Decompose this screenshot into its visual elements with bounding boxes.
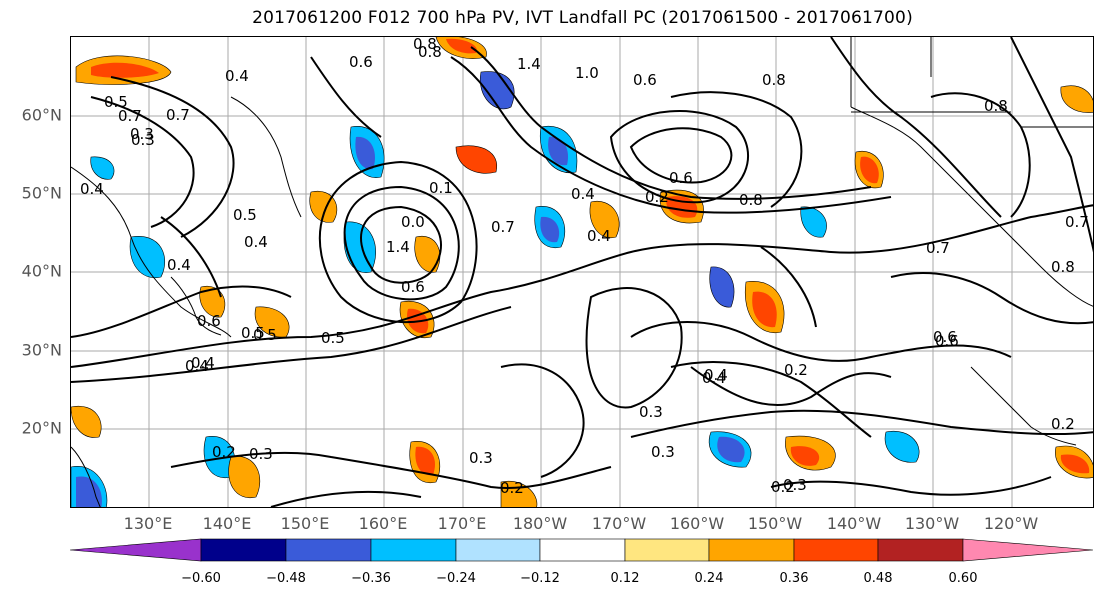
lon-label-160e: 160°E bbox=[358, 514, 408, 533]
map-panel: 0.8 0.6 1.4 1.0 0.8 0.6 0.8 0.7 0.4 0.5 0.7 0.3 0.4 0… bbox=[70, 36, 1094, 508]
colorbar-segment bbox=[370, 538, 457, 562]
contour-label: 0.2 bbox=[771, 478, 795, 496]
colorbar-tick: 0.24 bbox=[694, 571, 724, 586]
contour-label: 0.2 bbox=[784, 361, 808, 379]
contour-label: 0.4 bbox=[225, 67, 249, 85]
contour-label: 1.4 bbox=[517, 55, 541, 73]
colorbar-tick: −0.60 bbox=[181, 571, 221, 586]
contour-label: 0.6 bbox=[633, 71, 657, 89]
colorbar-segment bbox=[624, 538, 710, 562]
contour-label: 0.4 bbox=[702, 369, 726, 387]
contour-labels: 0.80.6 1.4 1.00.80.6 0.80.70.40.50.70.30.40… bbox=[80, 37, 1089, 497]
contour-label: 1.4 bbox=[386, 238, 410, 256]
contour-label: 0.6 bbox=[669, 169, 693, 187]
contour-label: 0.7 bbox=[926, 239, 950, 257]
map-title: 2017061200 F012 700 hPa PV, IVT Landfall… bbox=[252, 8, 913, 28]
contour-label: 0.1 bbox=[429, 179, 453, 197]
contour-label: 0.8 bbox=[418, 43, 442, 61]
lon-label-150w: 150°W bbox=[747, 514, 803, 533]
colorbar-tick: −0.24 bbox=[436, 571, 476, 586]
pv-contours bbox=[71, 37, 1093, 507]
contour-label: 0.4 bbox=[571, 185, 595, 203]
contour-label: 0.7 bbox=[118, 107, 142, 125]
contour-label: 0.8 bbox=[762, 71, 786, 89]
coastlines bbox=[71, 37, 1093, 507]
colorbar-tick: −0.12 bbox=[520, 571, 560, 586]
lon-label-170e: 170°E bbox=[437, 514, 487, 533]
contour-label: 0.2 bbox=[212, 443, 236, 461]
contour-label: 0.2 bbox=[645, 188, 669, 206]
lon-label-130w: 130°W bbox=[904, 514, 960, 533]
contour-label: 0.3 bbox=[651, 443, 675, 461]
contour-label: 0.3 bbox=[249, 445, 273, 463]
contour-label: 0.5 bbox=[321, 329, 345, 347]
colorbar-tick: 0.36 bbox=[779, 571, 809, 586]
lon-label-140w: 140°W bbox=[826, 514, 882, 533]
contour-label: 0.3 bbox=[469, 449, 493, 467]
lon-label-160w: 160°W bbox=[669, 514, 725, 533]
contour-label: 0.8 bbox=[413, 37, 437, 53]
map-canvas: 0.80.6 1.4 1.00.80.6 0.80.70.40.50.70.30.40… bbox=[71, 37, 1093, 507]
colorbar-segment bbox=[70, 538, 202, 562]
colorbar-segment bbox=[793, 538, 879, 562]
colorbar-tick: 0.12 bbox=[610, 571, 640, 586]
lat-label-60n: 60°N bbox=[21, 105, 62, 125]
contour-label: 0.7 bbox=[1065, 213, 1089, 231]
contour-label: 0.4 bbox=[704, 366, 728, 384]
contour-label: 0.4 bbox=[244, 233, 268, 251]
contour-label: 0.3 bbox=[783, 476, 807, 494]
lon-label-170w: 170°W bbox=[591, 514, 647, 533]
contour-label: 0.8 bbox=[739, 191, 763, 209]
contour-label: 0.7 bbox=[491, 218, 515, 236]
contour-label: 0.4 bbox=[191, 354, 215, 372]
contour-label: 0.5 bbox=[241, 324, 265, 342]
contour-label: 0.5 bbox=[253, 326, 277, 344]
colorbar-tick: 0.60 bbox=[948, 571, 978, 586]
colorbar-segment bbox=[708, 538, 795, 562]
contour-label: 0.6 bbox=[349, 53, 373, 71]
lon-label-140e: 140°E bbox=[202, 514, 252, 533]
lon-label-150e: 150°E bbox=[280, 514, 330, 533]
colorbar-tick: −0.36 bbox=[351, 571, 391, 586]
contour-label: 0.3 bbox=[131, 131, 155, 149]
contour-label: 0.8 bbox=[1051, 258, 1075, 276]
colorbar bbox=[70, 538, 1094, 562]
contour-label: 0.4 bbox=[185, 357, 209, 375]
contour-label: 0.0 bbox=[401, 213, 425, 231]
contour-label: 0.2 bbox=[500, 479, 524, 497]
contour-label: 1.0 bbox=[575, 64, 599, 82]
contour-label: 0.6 bbox=[401, 278, 425, 296]
colorbar-tick: 0.48 bbox=[863, 571, 893, 586]
contour-label: 0.7 bbox=[166, 106, 190, 124]
colorbar-segment bbox=[200, 538, 287, 562]
colorbar-tick: −0.48 bbox=[266, 571, 306, 586]
contour-label: 0.3 bbox=[639, 403, 663, 421]
colorbar-segment bbox=[539, 538, 626, 562]
lat-label-30n: 30°N bbox=[21, 340, 62, 360]
contour-label: 0.4 bbox=[587, 227, 611, 245]
lon-label-130e: 130°E bbox=[123, 514, 173, 533]
lat-label-50n: 50°N bbox=[21, 183, 62, 203]
colorbar-segment bbox=[285, 538, 372, 562]
colorbar-segment bbox=[962, 538, 1094, 562]
contour-label: 0.6 bbox=[197, 312, 221, 330]
contour-label: 0.2 bbox=[1051, 415, 1075, 433]
contour-label: 0.5 bbox=[104, 93, 128, 111]
colorbar-segment bbox=[455, 538, 541, 562]
lon-label-120w: 120°W bbox=[983, 514, 1039, 533]
lat-label-40n: 40°N bbox=[21, 261, 62, 281]
lon-label-180w: 180°W bbox=[512, 514, 568, 533]
colorbar-segment bbox=[877, 538, 964, 562]
contour-label: 0.6 bbox=[935, 332, 959, 350]
contour-label: 0.8 bbox=[984, 97, 1008, 115]
lat-label-20n: 20°N bbox=[21, 418, 62, 438]
contour-label: 0.4 bbox=[167, 256, 191, 274]
contour-label: 0.5 bbox=[233, 206, 257, 224]
contour-label: 0.4 bbox=[80, 180, 104, 198]
contour-label: 0.3 bbox=[130, 125, 154, 143]
contour-label: 0.6 bbox=[933, 328, 957, 346]
